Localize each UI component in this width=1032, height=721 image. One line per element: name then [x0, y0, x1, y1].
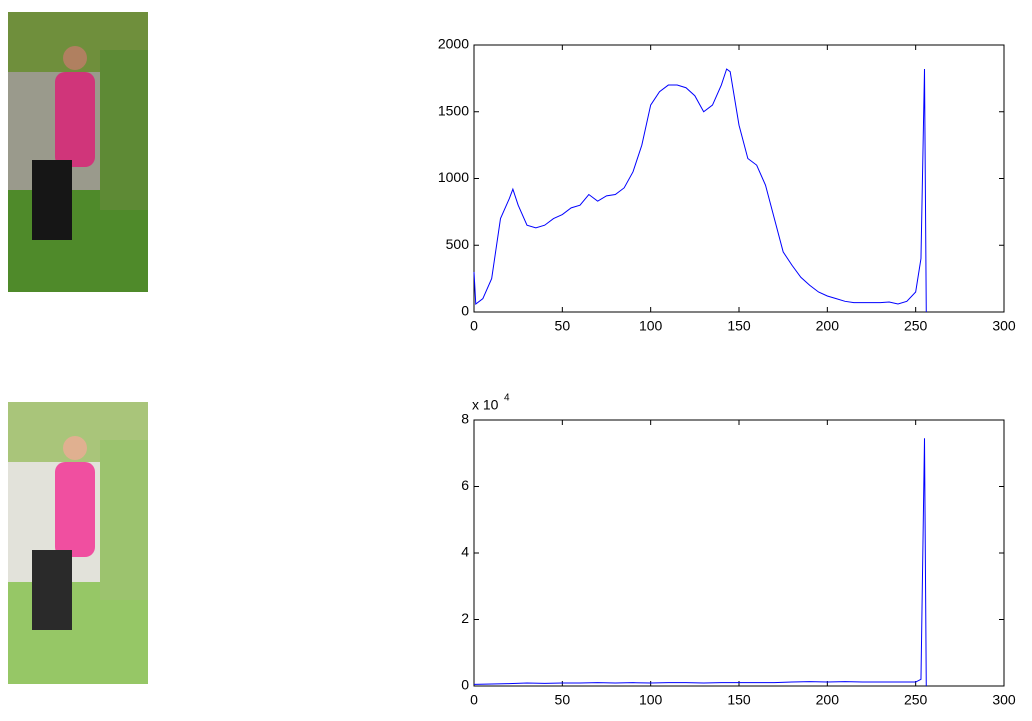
y-tick-label: 1500	[438, 102, 469, 118]
x-tick-label: 250	[904, 318, 928, 334]
photo-person	[55, 462, 95, 557]
x-tick-label: 200	[816, 692, 840, 708]
y-tick-label: 6	[461, 477, 469, 493]
y-tick-label: 8	[461, 411, 469, 427]
x-tick-label: 300	[992, 692, 1016, 708]
axis-multiplier-exponent: 4	[504, 393, 510, 404]
x-tick-label: 0	[470, 318, 478, 334]
photo-bush	[100, 50, 148, 210]
photo-head	[63, 436, 87, 460]
histogram-line	[473, 438, 927, 687]
y-tick-label: 2000	[438, 36, 469, 52]
photo-person	[55, 72, 95, 167]
photo-legs	[32, 550, 72, 630]
photo-enhanced	[8, 402, 148, 684]
x-tick-label: 0	[470, 692, 478, 708]
y-tick-label: 0	[461, 303, 469, 319]
x-tick-label: 250	[904, 692, 928, 708]
y-tick-label: 4	[461, 544, 469, 560]
photo-bush	[100, 440, 148, 600]
x-tick-label: 150	[727, 318, 751, 334]
photo-head	[63, 46, 87, 70]
photo-original	[8, 12, 148, 292]
axis-multiplier: x 10	[472, 397, 499, 413]
x-tick-label: 50	[555, 318, 571, 334]
x-tick-label: 150	[727, 692, 751, 708]
x-tick-label: 200	[816, 318, 840, 334]
photo-legs	[32, 160, 72, 240]
x-tick-label: 300	[992, 318, 1016, 334]
x-tick-label: 50	[555, 692, 571, 708]
x-tick-label: 100	[639, 692, 663, 708]
histogram-line	[473, 68, 927, 313]
y-tick-label: 2	[461, 610, 469, 626]
x-tick-label: 100	[639, 318, 663, 334]
y-tick-label: 0	[461, 677, 469, 693]
y-tick-label: 1000	[438, 169, 469, 185]
y-tick-label: 500	[446, 236, 470, 252]
